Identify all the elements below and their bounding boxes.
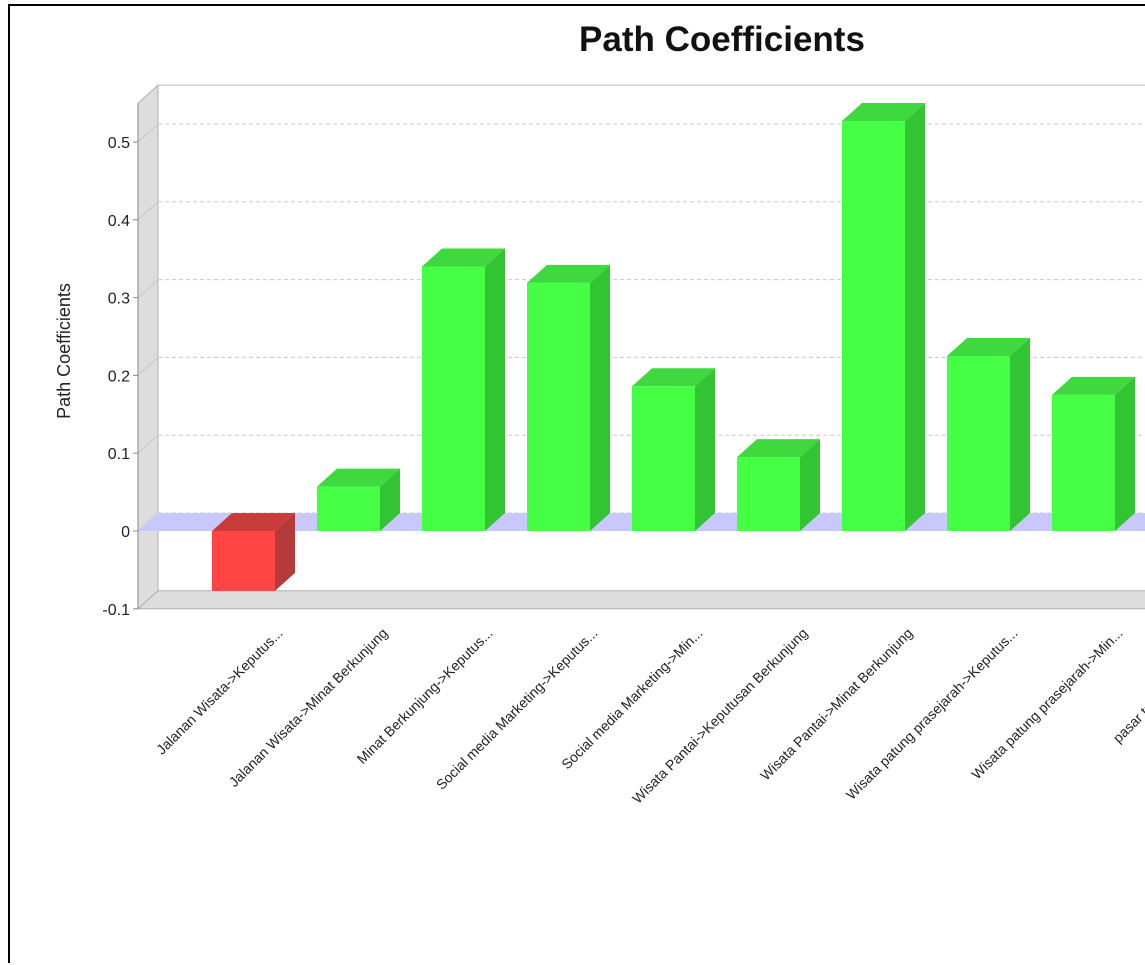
- gridline-wall: [137, 357, 159, 376]
- y-axis-title: Path Coefficients: [54, 283, 74, 419]
- bar: [527, 282, 590, 531]
- bar-top: [212, 513, 295, 531]
- y-tick-label: 0.3: [108, 291, 130, 308]
- bar-group: [422, 248, 505, 532]
- bar-top: [947, 337, 1030, 356]
- bar: [317, 486, 380, 531]
- bar-side: [485, 248, 505, 532]
- bar-group: [737, 439, 820, 531]
- bar: [1052, 394, 1115, 531]
- floor: [136, 590, 1145, 610]
- gridline-wall: [137, 279, 159, 298]
- bar-group: [317, 468, 400, 531]
- y-tick-label: 0: [121, 524, 130, 541]
- bar-group: [212, 513, 295, 591]
- y-tick-label: 0.5: [108, 135, 130, 152]
- bar-top: [632, 368, 715, 387]
- bar: [947, 355, 1010, 531]
- chart-frame: Path Coefficients Path Coefficients -0.1…: [8, 4, 1145, 963]
- bar-top: [527, 264, 610, 283]
- bar-top: [737, 439, 820, 458]
- bar-side: [380, 468, 400, 531]
- bar-top: [842, 102, 925, 121]
- bar-top: [422, 248, 505, 267]
- chart-canvas: Path Coefficients Path Coefficients -0.1…: [54, 20, 1145, 807]
- bar: [842, 120, 905, 531]
- chart-title: Path Coefficients: [579, 20, 865, 59]
- bar-top: [1052, 376, 1135, 395]
- bar-side: [695, 368, 715, 531]
- bar-group: [632, 368, 715, 531]
- bar-group: [947, 337, 1030, 531]
- gridline-wall: [137, 123, 159, 143]
- y-tick-label: 0.2: [108, 368, 130, 385]
- gridline-wall: [137, 434, 159, 454]
- y-tick-label: -0.1: [102, 602, 130, 619]
- bar-side: [1010, 337, 1030, 531]
- x-tick-label: Wisata Pantai->Keputusan Berkunjung: [629, 625, 811, 807]
- y-tick-label: 0.4: [108, 213, 130, 230]
- bar-side: [590, 264, 610, 531]
- bar-side: [275, 513, 295, 591]
- x-tick-label: Wisata patung prasejarah->Keputus...: [843, 625, 1021, 803]
- bar-top: [317, 468, 400, 487]
- bar-side: [1115, 376, 1135, 531]
- bar-group: [1052, 376, 1135, 531]
- y-tick-label: 0.1: [108, 446, 130, 463]
- bar: [632, 386, 695, 531]
- bar: [212, 531, 275, 591]
- bar-group: [527, 264, 610, 531]
- bar: [737, 457, 800, 531]
- bar-group: [842, 102, 925, 531]
- bar-side: [800, 439, 820, 531]
- bar: [422, 266, 485, 531]
- gridline-wall: [137, 201, 159, 221]
- bar-side: [905, 102, 925, 531]
